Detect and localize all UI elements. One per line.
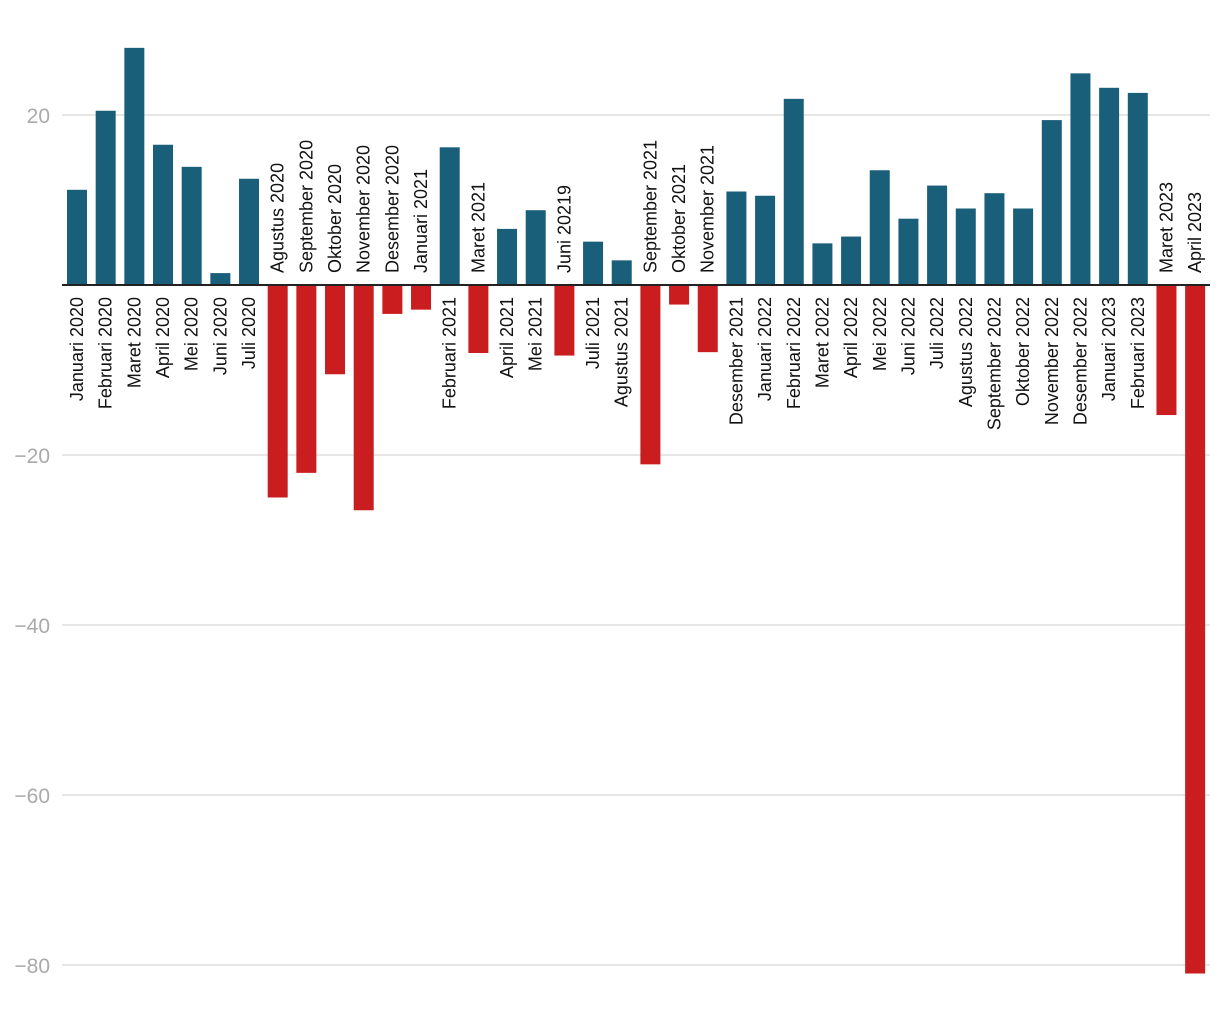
y-axis-ticks: 20 −20 −40 −60 −80 xyxy=(14,105,50,978)
bar xyxy=(726,191,747,285)
bar xyxy=(1013,208,1034,285)
category-label: April 2020 xyxy=(153,297,173,378)
bar xyxy=(153,144,174,285)
category-label: Juni 2022 xyxy=(898,297,918,375)
y-tick-label: −60 xyxy=(14,785,50,808)
category-label: Mei 2022 xyxy=(870,297,890,371)
y-tick-label: 20 xyxy=(27,105,50,128)
category-label: September 2020 xyxy=(296,140,316,273)
category-label: September 2021 xyxy=(640,140,660,273)
bar xyxy=(1127,92,1148,286)
bar xyxy=(1070,73,1091,285)
bar xyxy=(869,170,890,285)
category-label: Desember 2020 xyxy=(382,145,402,273)
category-label: Desember 2021 xyxy=(726,297,746,425)
category-labels: Januari 2020 Februari 2020 Maret 2020 April… xyxy=(67,140,1205,430)
bar xyxy=(955,208,976,285)
category-label: Februari 2021 xyxy=(440,297,460,409)
bar xyxy=(382,285,403,314)
bar xyxy=(1185,285,1206,974)
y-tick-label: −40 xyxy=(14,615,50,638)
category-label: April 2023 xyxy=(1185,192,1205,273)
category-label: Januari 2021 xyxy=(411,169,431,273)
category-label: April 2021 xyxy=(497,297,517,378)
category-label: Maret 2021 xyxy=(468,182,488,273)
category-label: November 2020 xyxy=(354,145,374,273)
bar xyxy=(468,285,489,353)
bar xyxy=(296,285,317,473)
bar xyxy=(697,285,718,353)
category-label: November 2022 xyxy=(1042,297,1062,425)
bar xyxy=(325,285,346,375)
category-label: Mei 2021 xyxy=(526,297,546,371)
category-label: Agustus 2021 xyxy=(612,297,632,407)
bar xyxy=(984,193,1005,285)
category-label: Mei 2020 xyxy=(182,297,202,371)
category-label: Agustus 2022 xyxy=(956,297,976,407)
bar xyxy=(927,185,948,285)
bar xyxy=(1156,285,1177,416)
bar xyxy=(497,228,518,285)
category-label: Juli 2020 xyxy=(239,297,259,369)
category-label: April 2022 xyxy=(841,297,861,378)
category-label: Januari 2020 xyxy=(67,297,87,401)
bar xyxy=(95,110,116,285)
bar xyxy=(669,285,690,305)
category-label: September 2022 xyxy=(984,297,1004,430)
bar xyxy=(411,285,432,310)
bar xyxy=(812,243,833,285)
category-label: Maret 2020 xyxy=(124,297,144,388)
category-label: Juni 2020 xyxy=(210,297,230,375)
bar xyxy=(783,98,804,285)
bar xyxy=(755,195,776,285)
bar xyxy=(583,241,604,285)
bar xyxy=(353,285,374,511)
category-label: Februari 2023 xyxy=(1128,297,1148,409)
category-label: Desember 2022 xyxy=(1070,297,1090,425)
bar xyxy=(124,47,145,285)
bar xyxy=(239,178,260,285)
bars xyxy=(67,47,1206,974)
y-tick-label: −80 xyxy=(14,955,50,978)
bar xyxy=(67,189,87,285)
category-label: Februari 2020 xyxy=(96,297,116,409)
category-label: Oktober 2020 xyxy=(325,164,345,273)
bar xyxy=(1041,120,1062,285)
category-label: Maret 2023 xyxy=(1156,182,1176,273)
bar xyxy=(1099,87,1120,285)
category-label: Februari 2022 xyxy=(784,297,804,409)
category-label: Agustus 2020 xyxy=(268,163,288,273)
bar xyxy=(181,166,202,285)
bar xyxy=(640,285,661,465)
category-label: Januari 2022 xyxy=(755,297,775,401)
y-tick-label: −20 xyxy=(14,445,50,468)
bar xyxy=(841,236,862,285)
category-label: Januari 2023 xyxy=(1099,297,1119,401)
bar xyxy=(439,147,460,285)
category-label: Juni 20219 xyxy=(554,185,574,273)
bar xyxy=(611,260,632,285)
bar xyxy=(210,273,231,285)
bar xyxy=(898,218,919,285)
category-label: Juli 2022 xyxy=(927,297,947,369)
category-label: Oktober 2021 xyxy=(669,164,689,273)
category-label: November 2021 xyxy=(698,145,718,273)
bar xyxy=(525,210,546,285)
bar xyxy=(267,285,288,498)
category-label: Oktober 2022 xyxy=(1013,297,1033,406)
category-label: Maret 2022 xyxy=(812,297,832,388)
category-label: Juli 2021 xyxy=(583,297,603,369)
gridlines xyxy=(62,114,1210,966)
bar xyxy=(554,285,575,356)
